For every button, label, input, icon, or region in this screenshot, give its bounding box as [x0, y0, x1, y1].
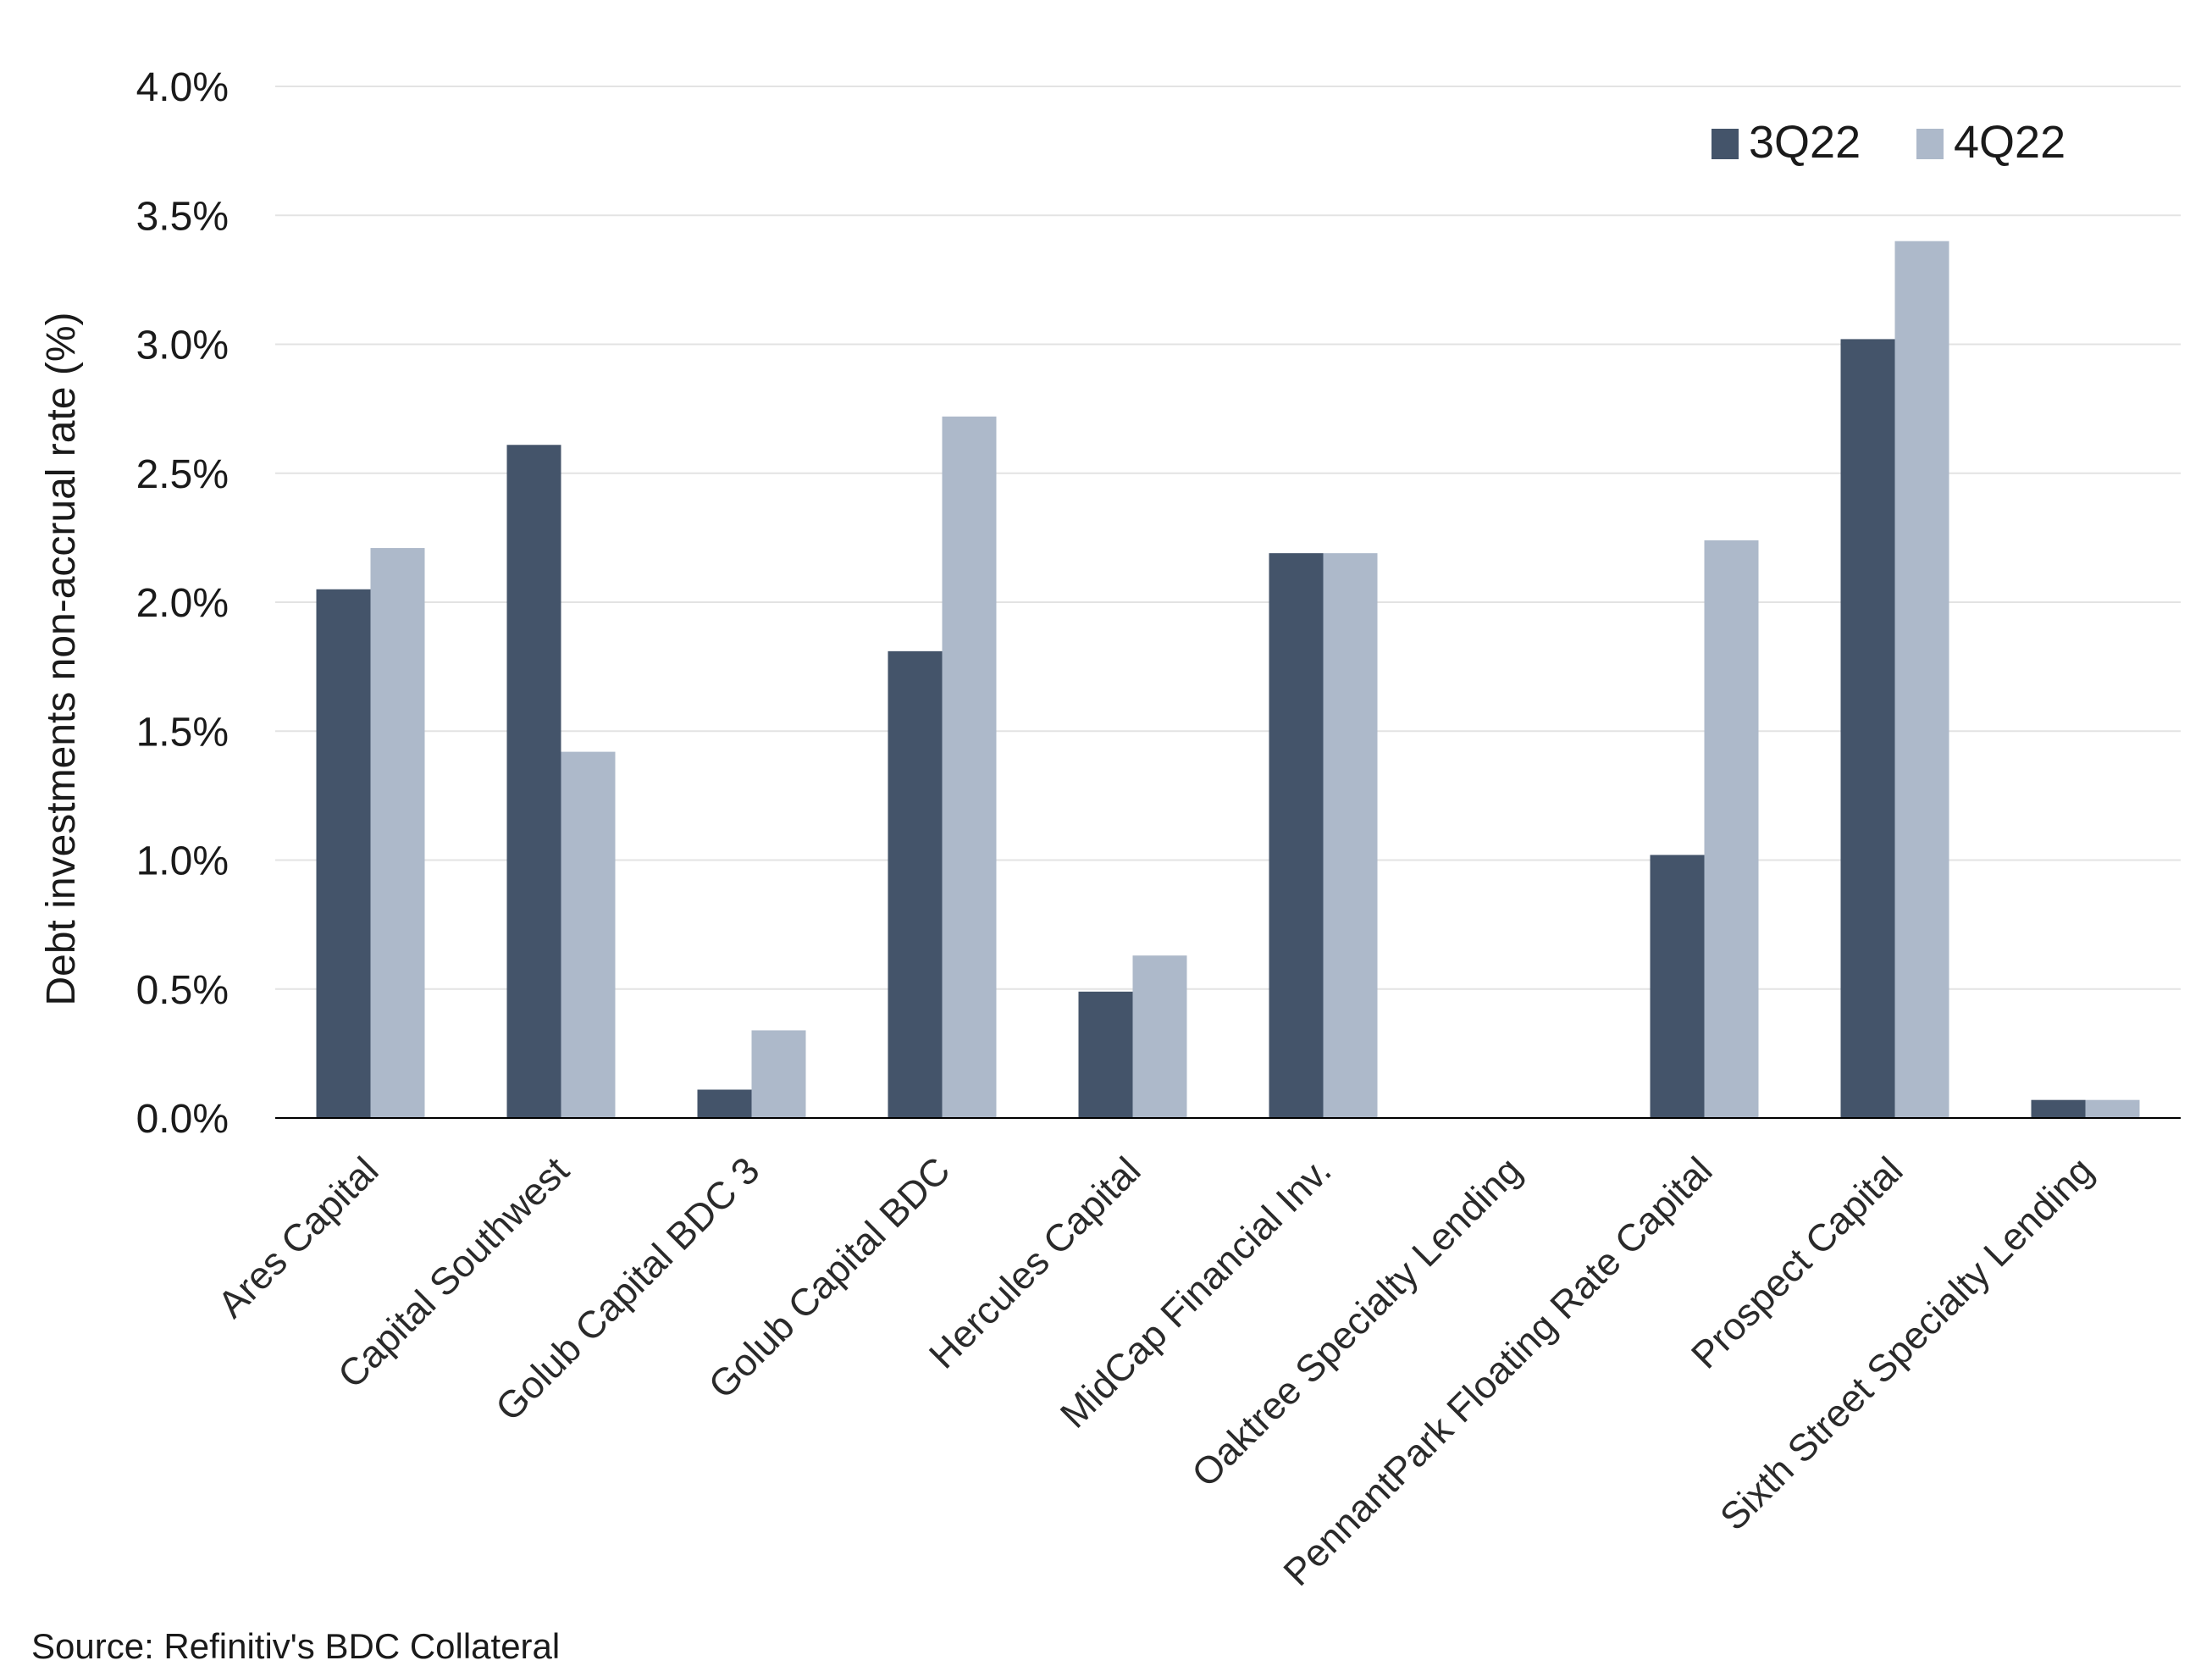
legend-label-3q22: 3Q22	[1749, 117, 1861, 168]
bar-3q22	[1269, 553, 1324, 1118]
bar-3q22	[316, 589, 371, 1118]
bar-4q22	[561, 751, 616, 1118]
bar-3q22	[506, 445, 561, 1118]
legend-label-4q22: 4Q22	[1954, 117, 2065, 168]
legend-swatch-3q22	[1712, 129, 1739, 159]
bar-4q22	[2085, 1099, 2140, 1118]
bar-4q22	[1323, 553, 1378, 1118]
y-tick-label: 2.0%	[136, 581, 229, 626]
y-tick-label: 1.5%	[136, 710, 229, 755]
source-note: Source: Refinitiv's BDC Collateral	[31, 1626, 560, 1666]
bar-4q22	[751, 1030, 806, 1118]
y-tick-label: 0.5%	[136, 968, 229, 1013]
bar-3q22	[1840, 339, 1895, 1118]
bar-4q22	[370, 548, 425, 1118]
x-tick-label: Sixth Street Specialty Lending	[1712, 1148, 2102, 1539]
y-tick-label: 3.0%	[136, 324, 229, 368]
y-tick-labels: 0.0% 0.5% 1.0% 1.5% 2.0% 2.5% 3.0% 3.5% 4.0%	[136, 65, 229, 1142]
y-tick-label: 1.0%	[136, 839, 229, 884]
bar-3q22	[888, 650, 943, 1118]
bar-4q22	[1894, 241, 1949, 1119]
y-tick-label: 2.5%	[136, 452, 229, 497]
bar-3q22	[1650, 855, 1705, 1118]
y-tick-label: 0.0%	[136, 1097, 229, 1142]
bar-4q22	[1704, 540, 1759, 1118]
x-tick-label: Oaktree Specialty Lending	[1183, 1148, 1529, 1495]
bar-3q22	[1078, 991, 1133, 1118]
x-tick-label: Ares Capital	[209, 1148, 386, 1326]
legend: 3Q22 4Q22	[1712, 117, 2065, 168]
y-tick-label: 4.0%	[136, 65, 229, 110]
y-axis-title: Debt investments non-accrual rate (%)	[39, 313, 84, 1006]
bar-4q22	[1132, 955, 1187, 1118]
bars	[316, 241, 2140, 1119]
bar-3q22	[697, 1089, 752, 1118]
bar-3q22	[2031, 1099, 2086, 1118]
bar-4q22	[942, 416, 997, 1118]
x-tick-label: PennantPark Floating Rate Capital	[1275, 1148, 1721, 1594]
y-tick-label: 3.5%	[136, 194, 229, 239]
legend-swatch-4q22	[1916, 129, 1944, 159]
